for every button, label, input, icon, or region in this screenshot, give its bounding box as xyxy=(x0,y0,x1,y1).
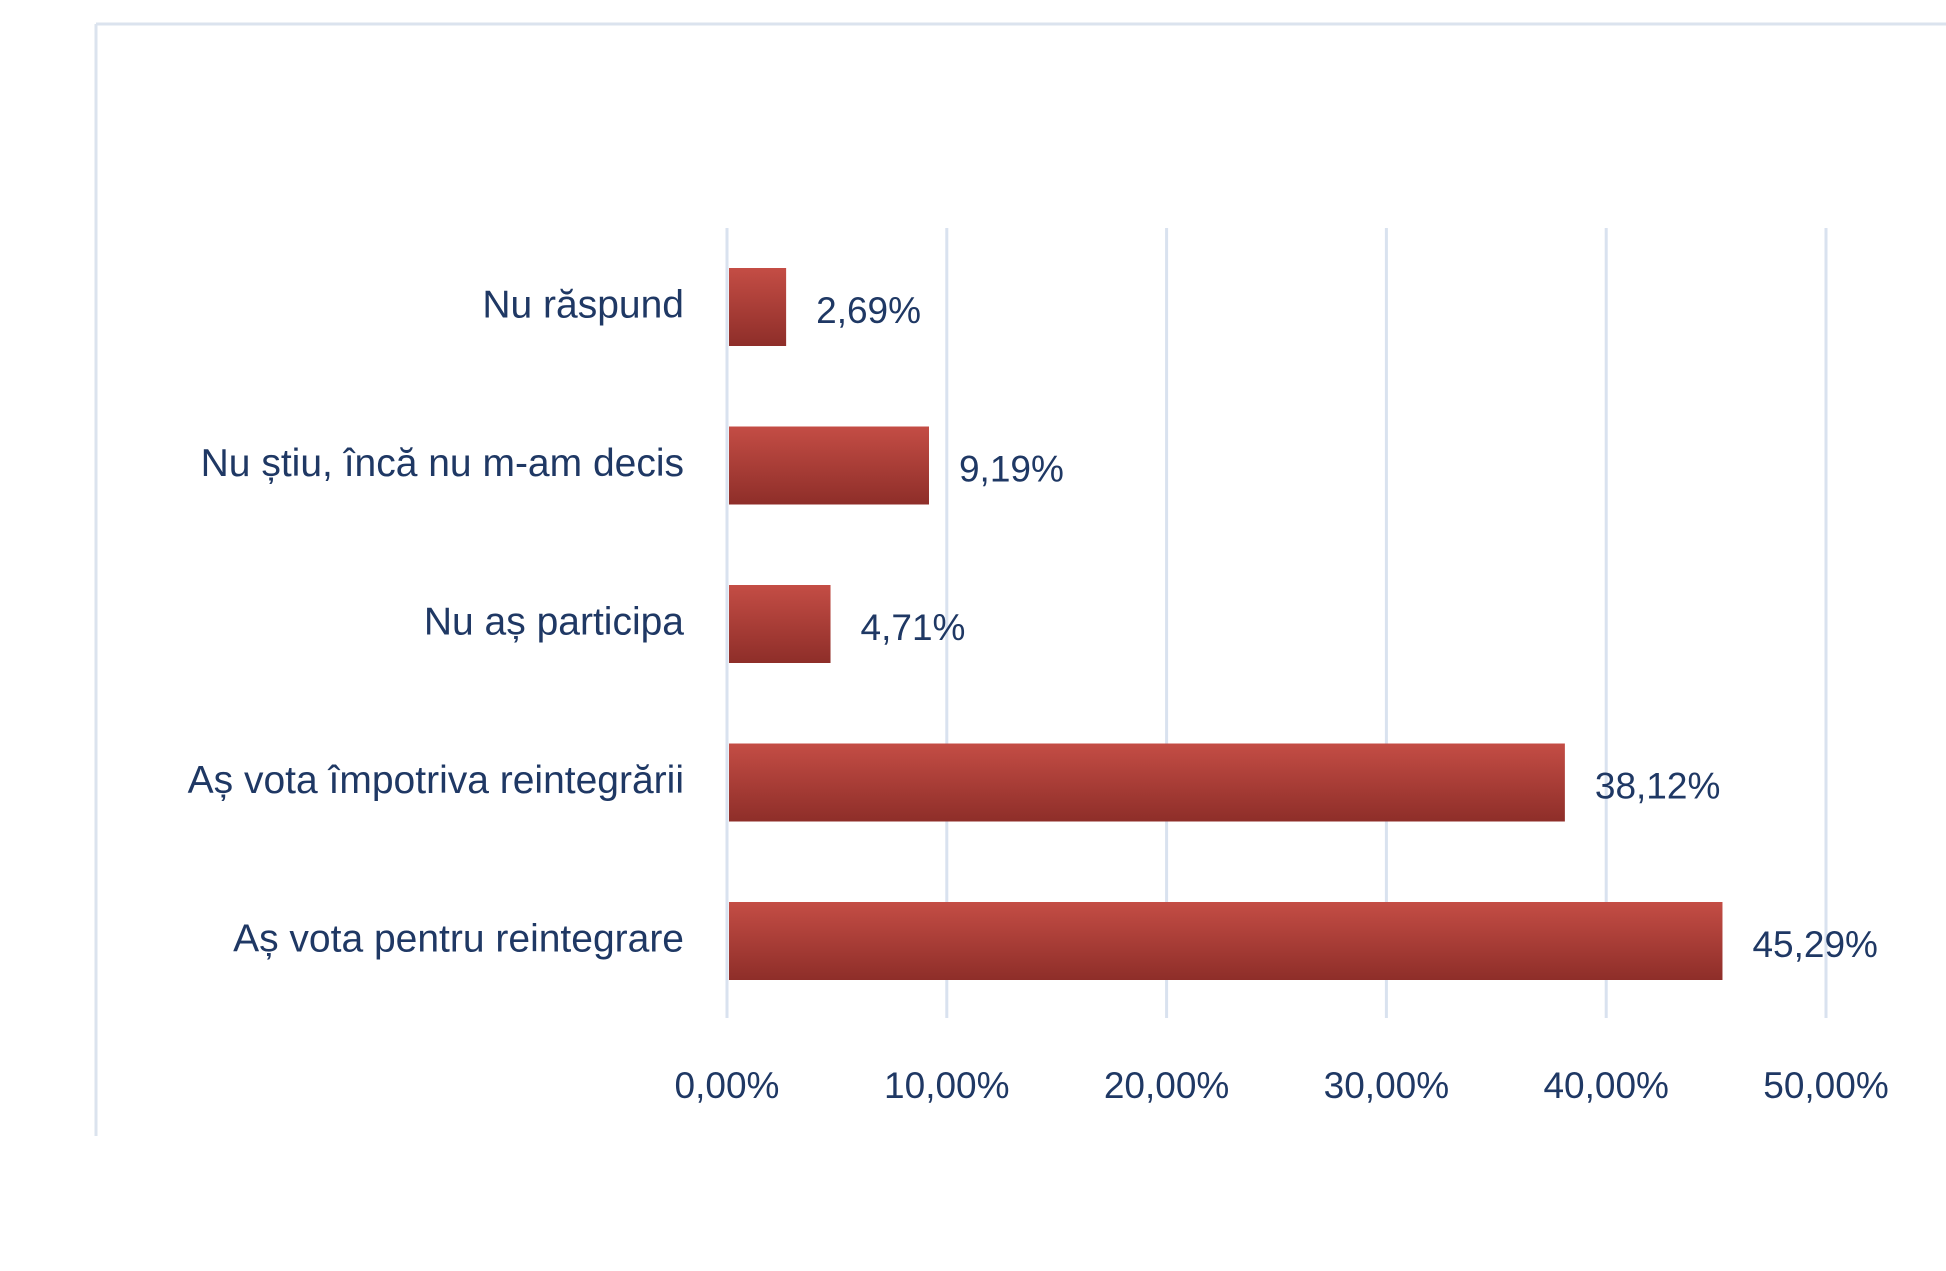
category-label: Nu știu, încă nu m-am decis xyxy=(201,442,684,485)
category-label: Aș vota împotriva reintegrării xyxy=(188,759,684,802)
bar-5 xyxy=(729,902,1723,980)
bars xyxy=(729,268,1723,980)
x-tick-label: 10,00% xyxy=(884,1065,1010,1106)
x-tick-label: 30,00% xyxy=(1324,1065,1450,1106)
x-tick-label: 40,00% xyxy=(1543,1065,1669,1106)
data-label: 9,19% xyxy=(959,448,1064,489)
category-labels: Nu răspund Nu știu, încă nu m-am decis Nu … xyxy=(188,283,685,960)
data-label: 2,69% xyxy=(816,290,921,331)
category-label: Nu aș participa xyxy=(424,600,684,643)
data-label: 38,12% xyxy=(1595,765,1721,806)
data-labels: 2,69% 9,19% 4,71% 38,12% 45,29% xyxy=(816,290,1878,965)
data-label: 45,29% xyxy=(1752,924,1878,965)
bar-2 xyxy=(729,426,929,505)
bar-3 xyxy=(729,585,831,663)
bar-1 xyxy=(729,268,787,346)
x-axis-tick-labels: 0,00% 10,00% 20,00% 30,00% 40,00% 50,00% xyxy=(675,1065,1889,1106)
x-tick-label: 50,00% xyxy=(1763,1065,1889,1106)
x-tick-label: 20,00% xyxy=(1104,1065,1230,1106)
category-label: Nu răspund xyxy=(482,283,684,326)
bar-4 xyxy=(729,743,1565,822)
x-tick-label: 0,00% xyxy=(675,1065,780,1106)
data-label: 4,71% xyxy=(861,607,966,648)
category-label: Aș vota pentru reintegrare xyxy=(233,917,684,960)
gridlines xyxy=(725,228,1828,1018)
